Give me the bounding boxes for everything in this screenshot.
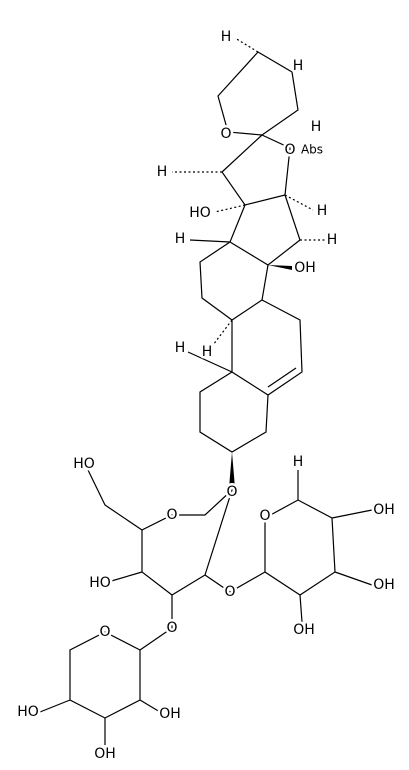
atom-label: OH	[159, 706, 181, 722]
atom-label: HO	[73, 456, 95, 472]
atom-label: O	[166, 620, 177, 636]
atom-label: O	[226, 484, 237, 500]
atom-label: H	[221, 29, 232, 45]
wedge-bonds	[229, 452, 235, 488]
atom-label: H	[175, 231, 186, 247]
double-bond	[267, 367, 297, 388]
wedge-bonds	[268, 265, 292, 270]
atom-label: H	[311, 119, 322, 135]
atom-label: HO	[189, 205, 211, 221]
atom-label: OH	[373, 577, 395, 593]
atom-label: OH	[294, 260, 316, 276]
atom-label: H	[327, 232, 338, 248]
atom-label: HO	[89, 575, 111, 591]
atom-label: O	[224, 584, 235, 600]
atom-label: OH	[94, 746, 116, 762]
atom-labels: H H H O O Abs H H HO H H OH H H O O HO H…	[15, 27, 398, 765]
atom-label: O	[284, 142, 295, 158]
atom-label: H	[175, 340, 186, 356]
atom-label: O	[99, 624, 110, 640]
bonds	[39, 37, 373, 745]
hashed-bonds	[172, 37, 325, 346]
atom-label: H	[317, 203, 328, 219]
atom-label: O	[259, 508, 270, 524]
atom-label: OH	[293, 622, 315, 638]
abs-label: Abs	[301, 143, 323, 157]
atom-label: HO	[17, 704, 39, 720]
atom-label: H	[293, 454, 304, 470]
atom-label: O	[166, 507, 177, 523]
atom-label: O	[220, 126, 231, 142]
atom-label: OH	[373, 502, 395, 518]
atom-label: H	[202, 344, 213, 360]
atom-label: H	[293, 58, 304, 74]
atom-label: H	[157, 164, 168, 180]
